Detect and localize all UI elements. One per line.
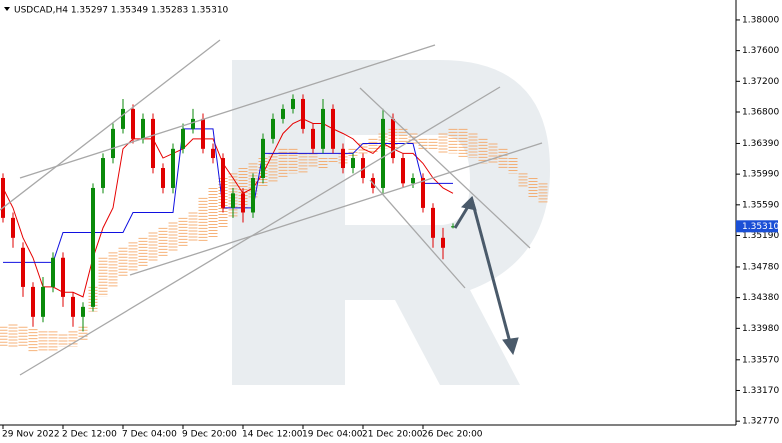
candle-body: [111, 128, 115, 159]
candle-body: [201, 118, 205, 149]
candle-body: [141, 118, 145, 139]
candle-body: [21, 247, 25, 287]
candle-body: [341, 148, 345, 169]
candle-body: [161, 168, 165, 188]
x-tick-label: 19 Dec 04:00: [302, 430, 363, 440]
current-price-label: 1.35310: [742, 222, 779, 232]
candle-body: [441, 237, 445, 248]
candle-body: [121, 108, 125, 129]
x-tick-label: 26 Dec 20:00: [422, 430, 483, 440]
candle-body: [1, 177, 5, 218]
candle-body: [61, 257, 65, 297]
y-tick-label: 1.35990: [742, 170, 779, 180]
y-tick-label: 1.33570: [742, 355, 779, 365]
y-tick-label: 1.33980: [742, 324, 779, 334]
menu-triangle: [4, 7, 10, 11]
y-tick-label: 1.37200: [742, 77, 779, 87]
x-tick-label: 7 Dec 04:00: [122, 430, 177, 440]
indicator-line: [3, 128, 453, 263]
candle-body: [231, 193, 235, 208]
x-tick-label: 9 Dec 20:00: [182, 430, 237, 440]
x-tick-label: 21 Dec 20:00: [362, 430, 423, 440]
y-tick-label: 1.33170: [742, 386, 779, 396]
chart-title: USDCAD,H4 1.35297 1.35349 1.35283 1.3531…: [14, 6, 229, 16]
candle-body: [191, 118, 195, 129]
arrow-head: [460, 196, 477, 211]
candle-body: [51, 257, 55, 287]
candle-body: [91, 187, 95, 307]
candle-body: [351, 158, 355, 169]
candle-body: [381, 118, 385, 188]
indicator-line: [2, 118, 454, 298]
candle-body: [301, 98, 305, 129]
y-tick-label: 1.34380: [742, 293, 779, 303]
y-tick-label: 1.38000: [742, 15, 779, 25]
candle-body: [411, 177, 415, 184]
candle-body: [71, 296, 75, 317]
candle-body: [261, 138, 265, 178]
plot-area: [0, 94, 548, 352]
y-tick-label: 1.36390: [742, 139, 779, 149]
candle-body: [311, 128, 315, 149]
candle-body: [321, 108, 325, 149]
candle-body: [151, 118, 155, 169]
trend-line: [129, 142, 543, 276]
candle-body: [391, 118, 395, 159]
candle-body: [331, 108, 335, 149]
candle-body: [251, 177, 255, 213]
x-tick-label: 29 Nov 2022: [2, 430, 60, 440]
candle-body: [181, 128, 185, 149]
candle-body: [131, 108, 135, 139]
arrow-head: [502, 337, 519, 356]
trend-line: [0, 39, 221, 211]
trend-line: [19, 44, 436, 179]
trend-line: [369, 179, 466, 289]
y-tick-label: 1.36800: [742, 108, 779, 118]
x-tick-label: 2 Dec 12:00: [62, 430, 117, 440]
candle-body: [361, 158, 365, 178]
y-tick-label: 1.35590: [742, 200, 779, 210]
candle-body: [211, 148, 215, 159]
candle-body: [221, 158, 225, 208]
candle-body: [31, 286, 35, 317]
candle-body: [431, 207, 435, 238]
candle-body: [81, 306, 85, 317]
candle-body: [11, 217, 15, 238]
candle-body: [281, 108, 285, 119]
candle-body: [291, 98, 295, 109]
candle-body: [171, 148, 175, 188]
candle-body: [421, 177, 425, 208]
trend-line: [19, 86, 501, 376]
current-price-tag: [736, 220, 778, 233]
trend-lines: [0, 39, 543, 376]
y-tick-label: 1.32770: [742, 417, 779, 427]
trend-line: [359, 87, 531, 249]
candle-body: [271, 118, 275, 139]
y-tick-label: 1.34780: [742, 262, 779, 272]
candle-body: [41, 286, 45, 317]
forecast-arrows: [453, 196, 519, 356]
candle-body: [451, 226, 455, 228]
y-tick-label: 1.35190: [742, 231, 779, 241]
x-tick-label: 14 Dec 12:00: [242, 430, 303, 440]
candle-body: [401, 158, 405, 184]
y-tick-label: 1.37600: [742, 46, 779, 56]
candle-body: [241, 193, 245, 213]
candle-body: [101, 158, 105, 188]
